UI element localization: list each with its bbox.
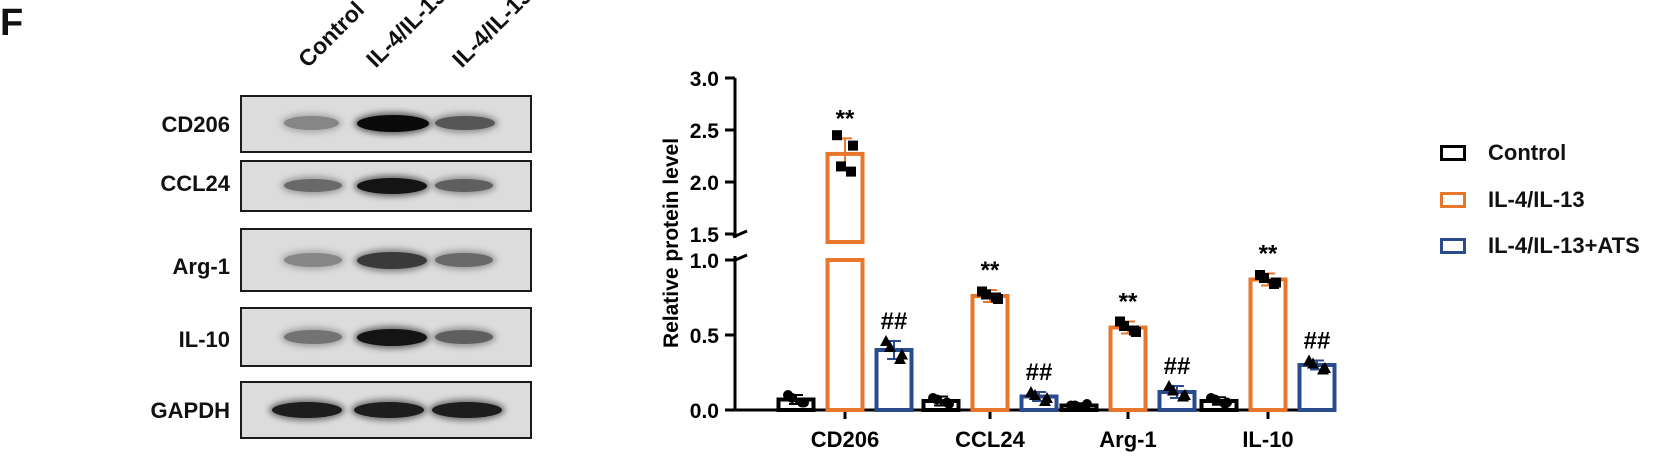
bar [825, 258, 865, 412]
data-point [991, 292, 1001, 303]
data-point [1039, 395, 1051, 406]
band-control [272, 402, 342, 418]
x-tick-label: Arg-1 [1099, 427, 1156, 452]
significance-label: ** [1259, 241, 1278, 268]
bar [1248, 277, 1288, 412]
data-point [1210, 394, 1220, 405]
data-point [981, 289, 991, 300]
data-point [1167, 384, 1179, 396]
data-point [1129, 325, 1139, 336]
data-point [894, 353, 906, 364]
y-tick-label: 2.5 [690, 120, 720, 143]
axis-break-mark [732, 229, 748, 239]
data-point [932, 394, 942, 405]
significance-label: ## [1164, 353, 1191, 380]
blot-label-il10: IL-10 [178, 327, 230, 352]
band-il4-il13-ats [432, 402, 502, 418]
data-point [1269, 279, 1279, 289]
bar-break-gap [824, 244, 866, 256]
band-il4-il13 [357, 329, 427, 346]
data-point [848, 140, 858, 151]
band-il4-il13 [354, 402, 424, 418]
blot-row-il10 [240, 307, 532, 367]
significance-label: ## [1026, 359, 1053, 386]
band-il4-il13-ats [435, 116, 495, 130]
significance-label: ** [981, 257, 1000, 284]
data-point [832, 130, 842, 141]
legend-item-il4-il13: IL-4/IL-13 [1440, 187, 1585, 213]
significance-label: ## [881, 308, 908, 335]
band-control [284, 116, 339, 130]
legend-label: IL-4/IL-13 [1488, 187, 1585, 212]
bar [970, 294, 1010, 412]
axis-break-mark [732, 253, 748, 263]
data-point [797, 397, 807, 408]
legend-swatch [1440, 192, 1466, 208]
band-il4-il13-ats [435, 179, 493, 192]
data-point [787, 393, 797, 403]
band-control [284, 179, 342, 192]
y-tick-label: 1.0 [690, 250, 719, 273]
band-il4-il13 [357, 178, 427, 194]
data-point [1220, 399, 1230, 409]
panel-letter: F [0, 2, 24, 44]
data-point [1307, 357, 1319, 369]
legend-item-il4-il13-ats: IL-4/IL-13+ATS [1440, 233, 1640, 259]
significance-label: ## [1304, 328, 1331, 355]
legend-swatch [1440, 145, 1466, 161]
legend-label: IL-4/IL-13+ATS [1488, 233, 1640, 258]
band-il4-il13 [357, 252, 427, 269]
x-tick-label: CD206 [811, 427, 879, 452]
y-axis-label: Relative protein level [660, 138, 683, 348]
data-point [942, 397, 952, 408]
legend-swatch [1440, 238, 1466, 254]
x-tick-label: IL-10 [1242, 427, 1293, 452]
band-control [284, 253, 342, 267]
data-point [1080, 402, 1090, 412]
band-control [284, 330, 342, 344]
blot-label-gapdh: GAPDH [150, 398, 230, 423]
significance-label: ** [1119, 289, 1138, 316]
y-tick-label: 0.5 [690, 325, 720, 348]
legend-item-control: Control [1440, 140, 1566, 166]
data-point [884, 341, 896, 352]
y-tick-label: 2.0 [690, 172, 719, 195]
data-point [1317, 363, 1329, 375]
blot-row-gapdh [240, 381, 532, 439]
data-point [1029, 389, 1041, 400]
band-il4-il13 [357, 115, 429, 132]
x-tick-label: CCL24 [955, 427, 1025, 452]
data-point [1070, 400, 1080, 411]
blot-row-arg1 [240, 228, 532, 292]
band-il4-il13-ats [435, 253, 493, 267]
y-tick-label: 3.0 [690, 68, 719, 91]
legend-label: Control [1488, 140, 1567, 165]
bar [1108, 325, 1148, 412]
data-point [836, 161, 846, 172]
y-tick-label: 0.0 [690, 400, 719, 423]
data-point [1119, 321, 1129, 331]
data-point [1177, 390, 1189, 402]
blot-label-cd206: CD206 [161, 112, 230, 137]
blot-row-cd206 [240, 95, 532, 153]
blot-label-ccl24: CCL24 [160, 171, 230, 196]
significance-label: ** [836, 105, 855, 132]
blot-label-arg1: Arg-1 [172, 254, 230, 279]
data-point [1259, 273, 1269, 283]
blot-row-ccl24 [240, 160, 532, 212]
band-il4-il13-ats [435, 330, 493, 344]
y-tick-label: 1.5 [690, 224, 720, 247]
data-point [846, 166, 856, 177]
